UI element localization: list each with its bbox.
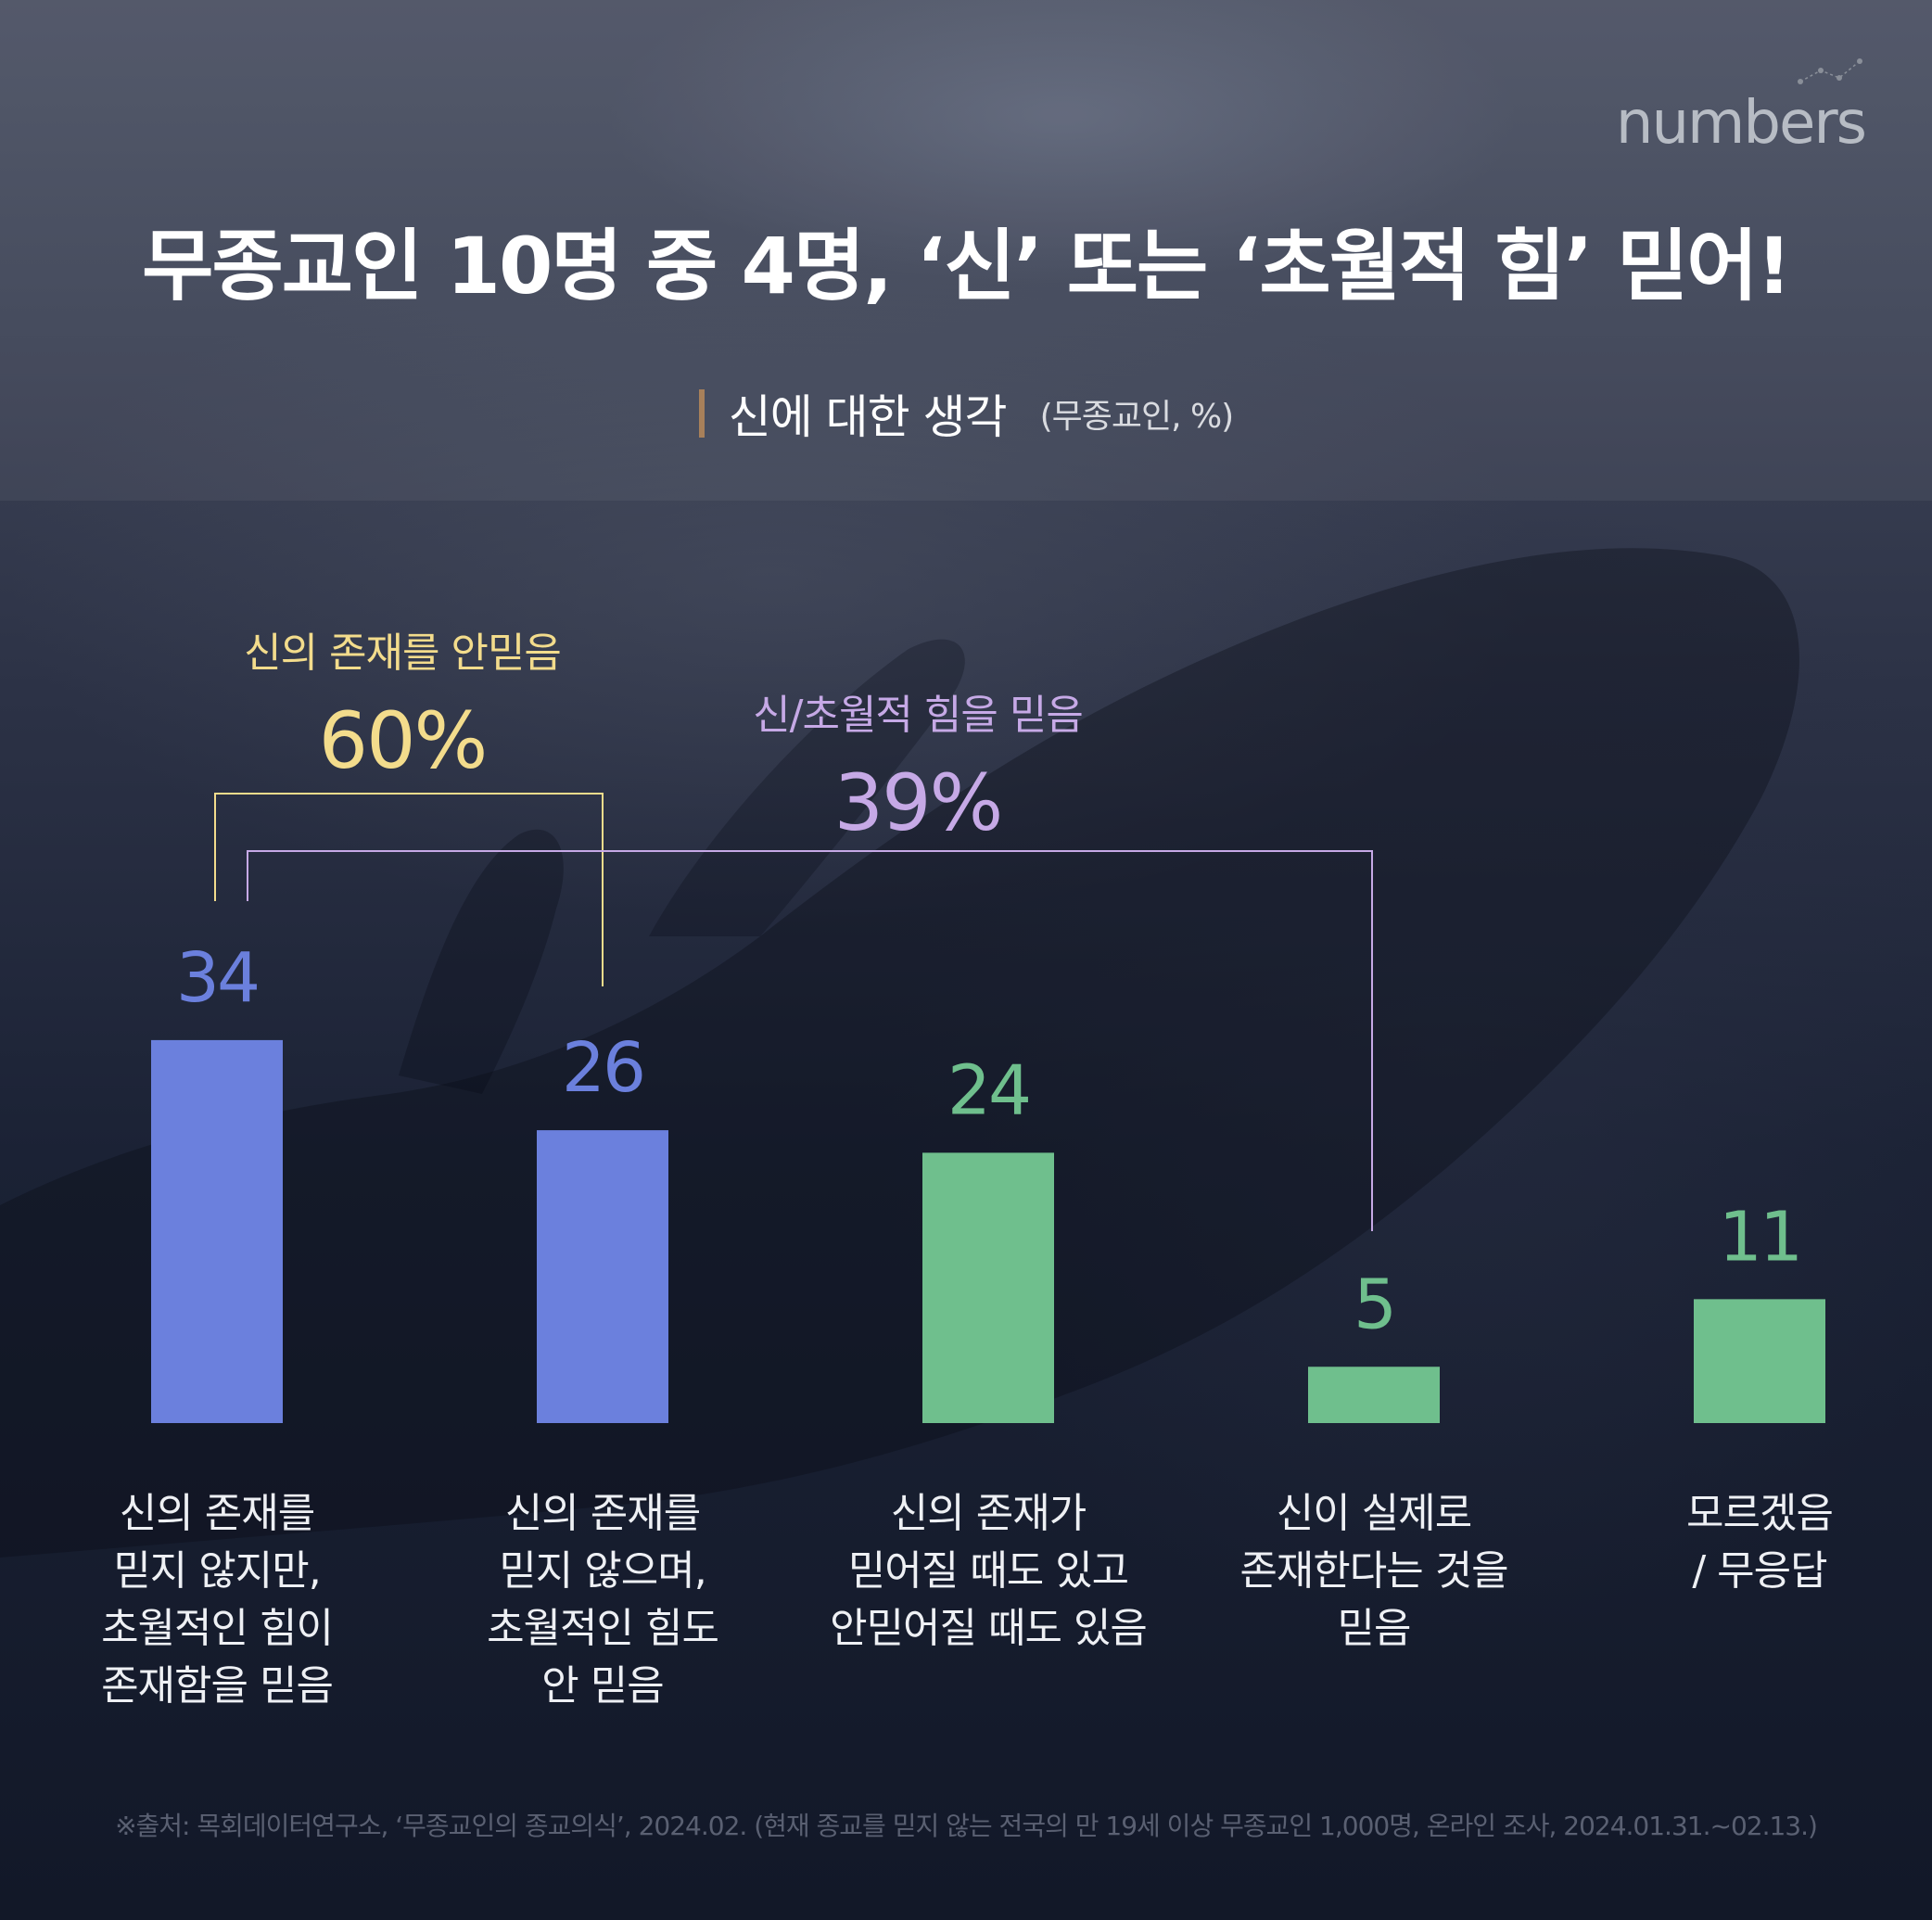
- category-label-3: 신이 실제로 존재한다는 것을 믿음: [1239, 1490, 1508, 1652]
- value-label-4: 11: [1719, 1197, 1800, 1277]
- value-label-2: 24: [947, 1050, 1029, 1130]
- bar-1: [537, 1130, 668, 1423]
- group-value: 39%: [833, 757, 1004, 848]
- group-name: 신의 존재를 안믿음: [244, 629, 562, 677]
- page-title: 무종교인 10명 중 4명, ‘신’ 또는 ‘초월적 힘’ 믿어!: [142, 221, 1792, 312]
- category-label-1: 신의 존재를 믿지 않으며, 초월적인 힘도 안 믿음: [487, 1490, 719, 1710]
- subtitle-accent-bar: [698, 389, 705, 438]
- value-label-3: 5: [1354, 1265, 1394, 1344]
- chart-unit-note: (무종교인, %): [1039, 398, 1235, 436]
- group-bracket-1: [247, 850, 1373, 1231]
- group-label-not-believe: 신의 존재를 안믿음 60%: [180, 619, 625, 786]
- bar-3: [1308, 1367, 1440, 1423]
- chart-subtitle-row: 신에 대한 생각 (무종교인, %): [0, 380, 1932, 447]
- header-band: [0, 0, 1932, 501]
- group-brackets: [214, 793, 1373, 1231]
- value-label-1: 26: [562, 1028, 643, 1108]
- bar-2: [922, 1152, 1054, 1423]
- logo-dots-icon: [1798, 58, 1862, 84]
- bars: [151, 1039, 1825, 1423]
- chart-subtitle: 신에 대한 생각: [728, 390, 1008, 444]
- bar-4: [1694, 1299, 1825, 1423]
- category-label-2: 신의 존재가 믿어질 때도 있고 안믿어질 때도 있음: [830, 1490, 1148, 1652]
- group-name: 신/초월적 힘을 믿음: [753, 692, 1084, 739]
- value-label-0: 34: [176, 938, 258, 1018]
- bar-0: [151, 1039, 283, 1423]
- category-label-4: 모르겠음 / 무응답: [1686, 1490, 1834, 1595]
- group-label-believe: 신/초월적 힘을 믿음 39%: [705, 681, 1131, 848]
- group-bracket-0: [214, 793, 604, 986]
- group-value: 60%: [318, 695, 489, 786]
- source-note: ※출처: 목회데이터연구소, ‘무종교인의 종교의식’, 2024.02. (현…: [115, 1811, 1818, 1841]
- category-label-0: 신의 존재를 믿지 않지만, 초월적인 힘이 존재함을 믿음: [101, 1490, 334, 1710]
- value-labels: 34 26 24 5 11: [176, 938, 1803, 1344]
- hand-silhouette-background: [0, 548, 1799, 1558]
